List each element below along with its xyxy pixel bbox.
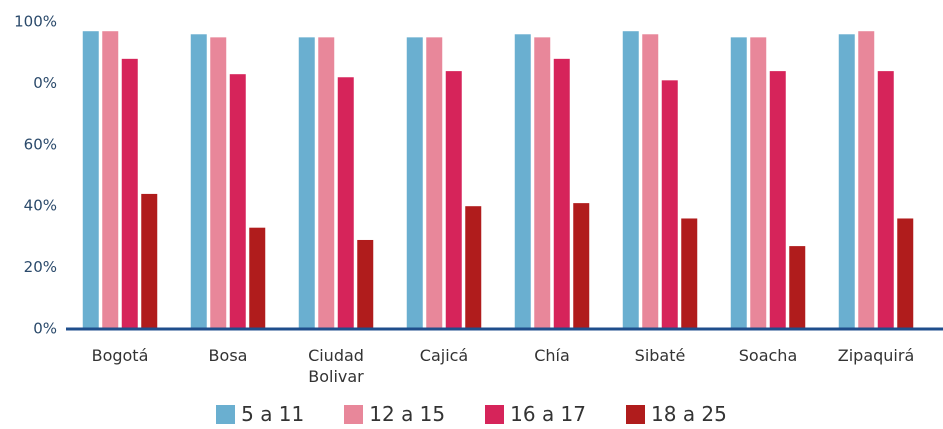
bar <box>121 58 138 330</box>
bar <box>897 218 914 329</box>
bar <box>730 37 747 329</box>
bar <box>642 34 659 329</box>
bar <box>426 37 443 329</box>
bar <box>445 71 462 330</box>
y-tick-label: 40% <box>24 197 57 215</box>
bar <box>298 37 315 329</box>
x-tick-label: Bogotá <box>91 346 149 365</box>
bar <box>750 37 767 329</box>
legend-label: 18 a 25 <box>651 402 727 426</box>
plot-area: 0% 20% 40% 60% 0% 100% <box>14 13 943 338</box>
bar <box>465 206 482 329</box>
y-tick-label: 0% <box>33 74 57 92</box>
legend-swatch <box>216 404 236 424</box>
bar <box>789 246 806 329</box>
legend-swatch <box>485 404 505 424</box>
legend-item: 5 a 11 <box>216 402 304 426</box>
bar <box>534 37 551 329</box>
bar <box>141 193 158 329</box>
x-tick-label: Soacha <box>738 346 798 365</box>
x-tick-label: Cajicá <box>419 346 469 365</box>
bar <box>190 34 207 329</box>
y-tick-label: 0% <box>33 320 57 338</box>
bar <box>622 31 639 330</box>
bar <box>318 37 335 329</box>
bar <box>357 239 374 329</box>
bar <box>877 71 894 330</box>
x-tick-label: Bosa <box>208 346 248 365</box>
y-tick-label: 20% <box>24 258 57 276</box>
bar <box>249 227 266 329</box>
legend-item: 12 a 15 <box>344 402 445 426</box>
bar <box>210 37 227 329</box>
y-tick-label: 60% <box>24 135 57 153</box>
bar <box>514 34 531 329</box>
bar <box>838 34 855 329</box>
x-tick-label: Zipaquirá <box>837 346 915 365</box>
bar <box>406 37 423 329</box>
legend-swatch <box>344 404 364 424</box>
bar <box>661 80 678 329</box>
legend-label: 16 a 17 <box>510 402 587 426</box>
legend-label: 12 a 15 <box>369 402 446 426</box>
legend-label: 5 a 11 <box>241 402 305 426</box>
legend-swatch <box>626 404 646 424</box>
x-tick-label: Sibaté <box>634 346 686 365</box>
bar <box>553 58 570 330</box>
bar <box>573 203 590 329</box>
bar <box>769 71 786 330</box>
bar <box>681 218 698 329</box>
legend-item: 18 a 25 <box>626 402 727 426</box>
legend-item: 16 a 17 <box>485 402 586 426</box>
legend: 5 a 11 12 a 15 16 a 17 18 a 25 <box>0 402 943 426</box>
x-tick-label: Chía <box>534 346 570 365</box>
bar <box>858 31 875 330</box>
bar <box>82 31 99 330</box>
x-tick-label: Ciudad Bolivar <box>308 346 364 386</box>
bar <box>337 77 354 329</box>
y-tick-label: 100% <box>14 13 57 31</box>
bar <box>229 74 246 329</box>
bar <box>102 31 119 330</box>
